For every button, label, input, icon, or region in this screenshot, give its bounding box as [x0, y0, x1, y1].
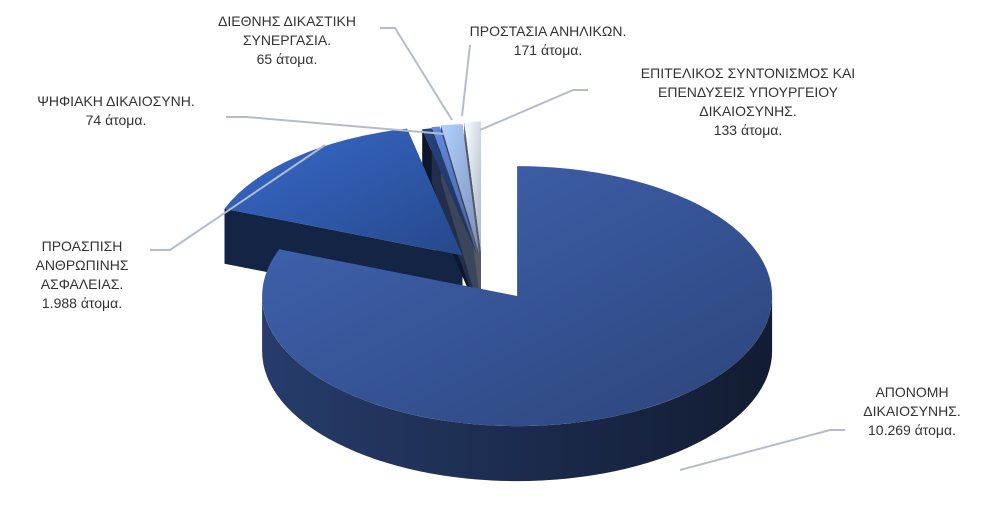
leader-line [150, 144, 326, 251]
slice-label: ΕΠΙΤΕΛΙΚΟΣ ΣΥΝΤΟΝΙΣΜΟΣ ΚΑΙ ΕΠΕΝΔΥΣΕΙΣ ΥΠ… [614, 64, 882, 140]
slice-value: 65 άτομα. [256, 51, 318, 67]
leader-line [479, 89, 588, 131]
slice-value: 171 άτομα. [513, 42, 583, 58]
pie-slice [262, 166, 773, 427]
slice-label: ΔΙΕΘΝΗΣ ΔΙΚΑΣΤΙΚΗ ΣΥΝΕΡΓΑΣΙΑ. 65 άτομα. [195, 12, 380, 69]
slice-label: ΠΡΟΣΤΑΣΙΑ ΑΝΗΛΙΚΩΝ. 171 άτομα. [418, 22, 678, 60]
leader-line [461, 44, 471, 117]
pie-slice [431, 126, 478, 255]
slice-value: 74 άτομα. [85, 112, 147, 128]
slice-category: ΨΗΦΙΑΚΗ ΔΙΚΑΙΟΣΥΝΗ. [37, 93, 195, 109]
leader-line [380, 27, 453, 121]
slice-label: ΨΗΦΙΑΚΗ ΔΙΚΑΙΟΣΥΝΗ. 74 άτομα. [0, 92, 246, 130]
slice-label: ΠΡΟΑΣΠΙΣΗ ΑΝΘΡΩΠΙΝΗΣ ΑΣΦΑΛΕΙΑΣ. 1.988 άτο… [25, 237, 140, 313]
slice-value: 1.988 άτομα. [41, 295, 123, 311]
slice-value: 133 άτομα. [713, 122, 783, 138]
leader-line [679, 429, 845, 471]
slice-label: ΑΠΟΝΟΜΗ ΔΙΚΑΙΟΣΥΝΗΣ. 10.269 άτομα. [852, 383, 972, 440]
pie-slice [422, 128, 478, 257]
slice-category: ΕΠΙΤΕΛΙΚΟΣ ΣΥΝΤΟΝΙΣΜΟΣ ΚΑΙ ΕΠΕΝΔΥΣΕΙΣ ΥΠ… [640, 65, 856, 119]
slice-category: ΔΙΕΘΝΗΣ ΔΙΚΑΣΤΙΚΗ ΣΥΝΕΡΓΑΣΙΑ. [218, 13, 356, 48]
pie-slice [224, 128, 463, 256]
leader-line [226, 116, 446, 135]
slice-outer-wall [262, 296, 773, 482]
slice-category: ΑΠΟΝΟΜΗ ΔΙΚΑΙΟΣΥΝΗΣ. [863, 384, 961, 419]
slice-value: 10.269 άτομα. [868, 422, 956, 438]
slice-category: ΠΡΟΣΤΑΣΙΑ ΑΝΗΛΙΚΩΝ. [469, 23, 627, 39]
slice-category: ΠΡΟΑΣΠΙΣΗ ΑΝΘΡΩΠΙΝΗΣ ΑΣΦΑΛΕΙΑΣ. [35, 238, 129, 292]
pie-slice [441, 124, 480, 254]
pie-slice [464, 121, 481, 252]
